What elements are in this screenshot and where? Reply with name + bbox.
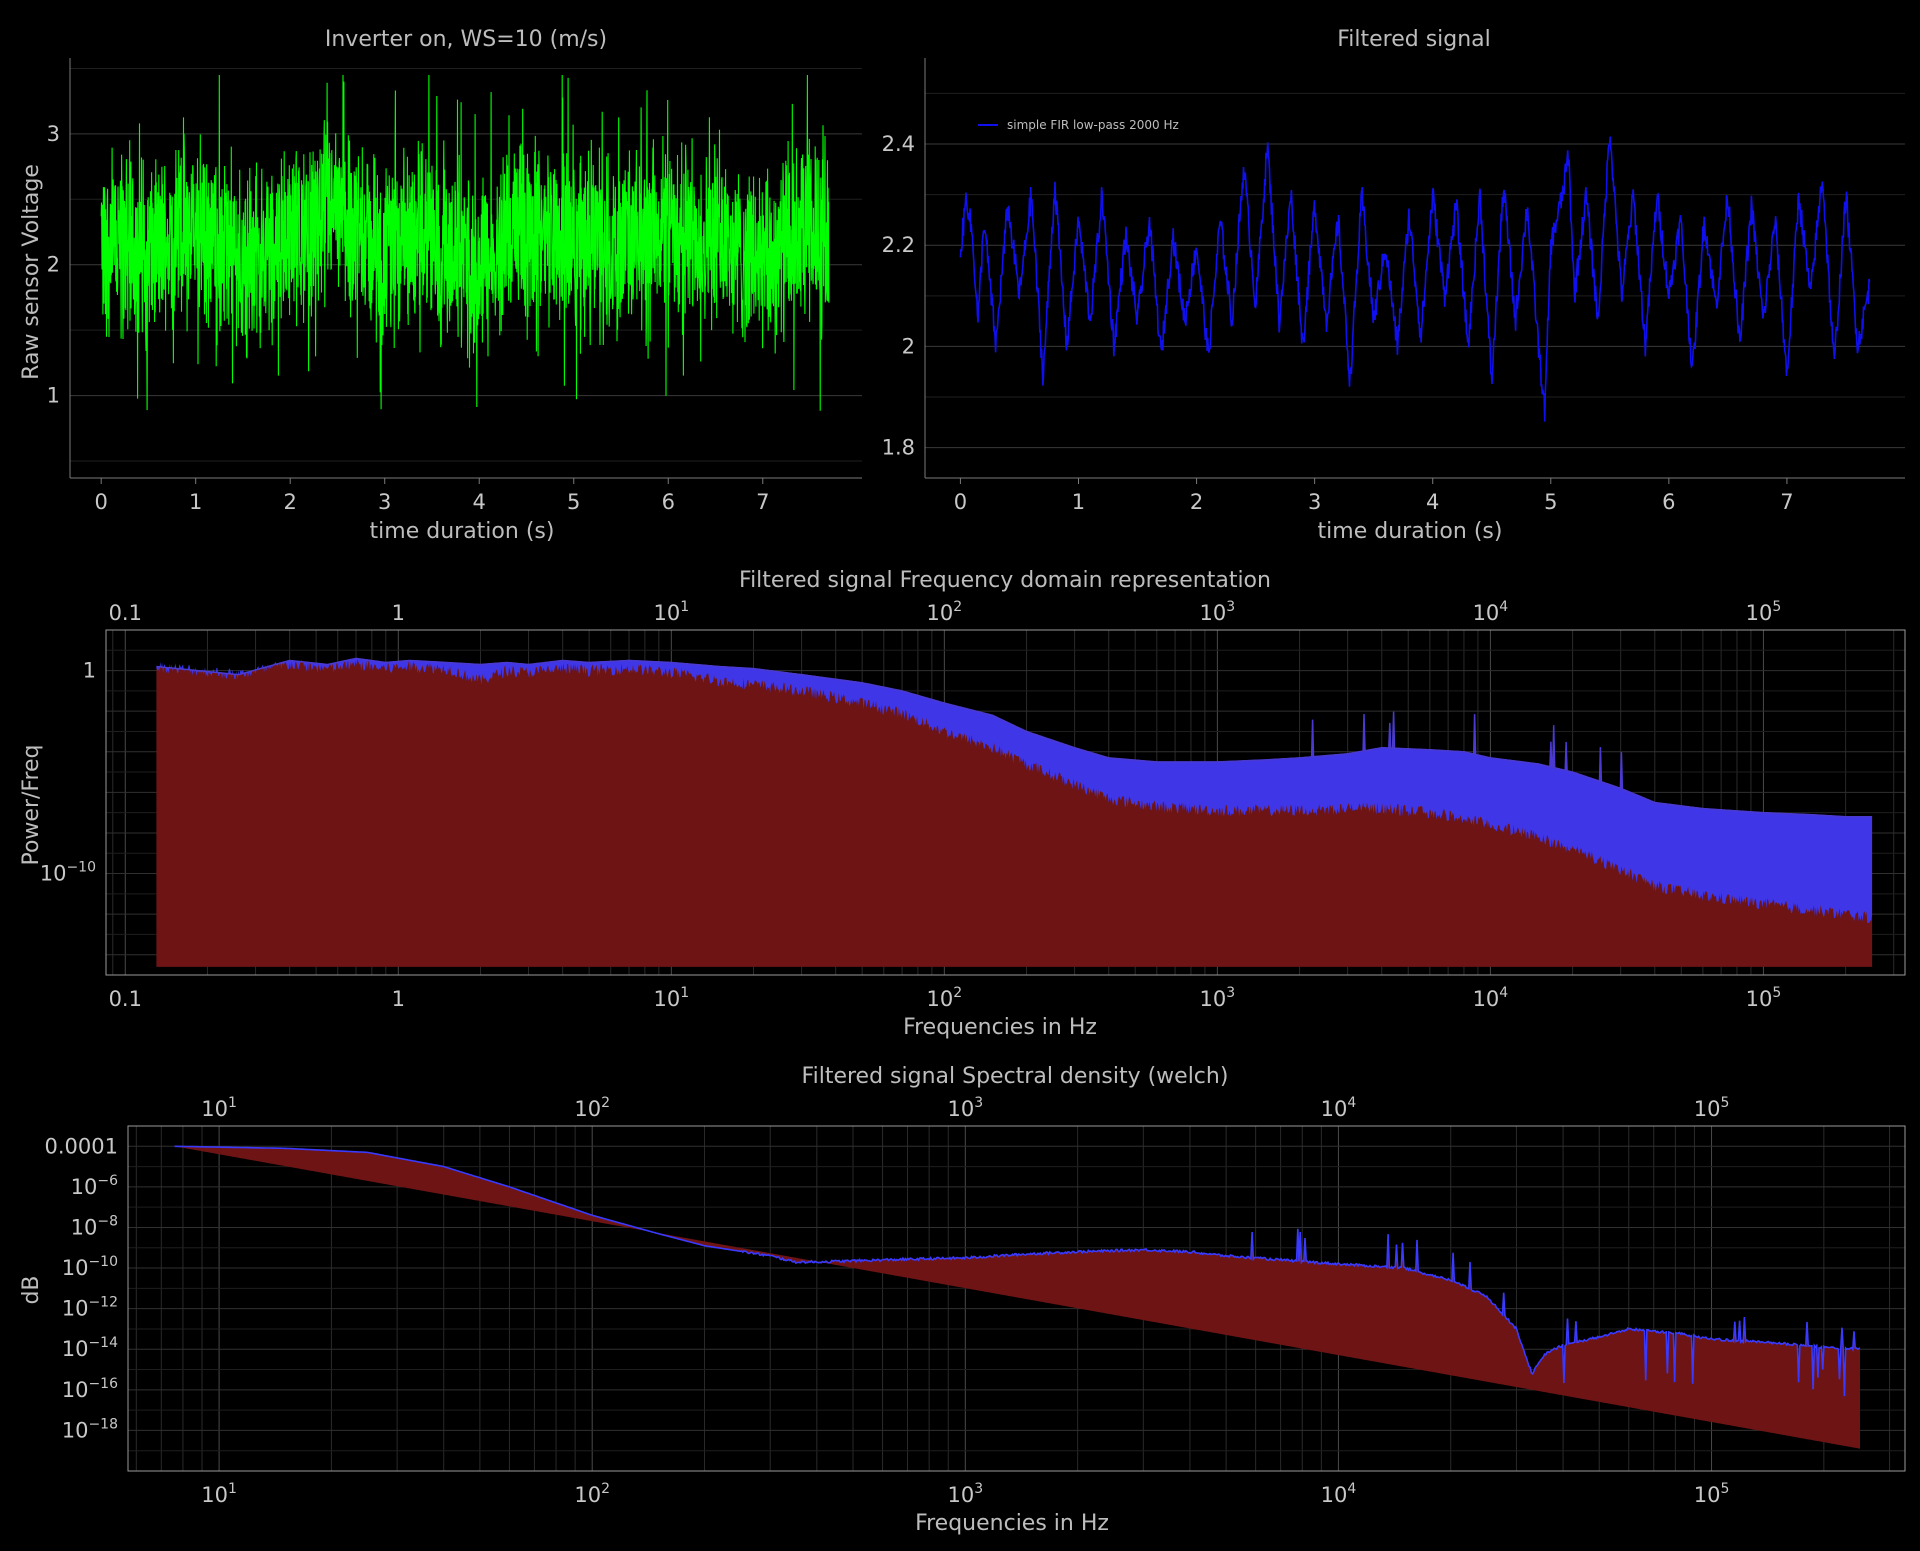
filtered-x-tick-label: 7	[1780, 490, 1793, 514]
welch-y-tick-label: 10−12	[62, 1295, 118, 1321]
raw-x-tick-label: 3	[378, 490, 391, 514]
fft-title: Filtered signal Frequency domain represe…	[739, 568, 1271, 593]
welch-x-tick-label: 101	[201, 1481, 237, 1507]
fft-x-top-tick-label: 101	[653, 599, 689, 625]
filtered-x-tick-label: 3	[1308, 490, 1321, 514]
filtered-legend: simple FIR low-pass 2000 Hz	[978, 118, 1179, 132]
welch-y-tick-label: 10−14	[62, 1335, 118, 1361]
welch-xlabel: Frequencies in Hz	[915, 1511, 1109, 1536]
raw-x-tick-label: 5	[567, 490, 580, 514]
filtered-y-tick-label: 2.2	[882, 233, 915, 257]
fft-frame	[105, 629, 1906, 976]
raw-y-tick-label: 2	[47, 253, 60, 277]
welch-axes: 101 101 102 102 103 103 104 104 105 105 0.0001 10−6…	[45, 1095, 1906, 1507]
welch-x-top-tick-label: 101	[201, 1095, 237, 1121]
welch-y-tick-label: 0.0001	[45, 1134, 118, 1158]
welch-x-top-tick-label: 103	[947, 1095, 983, 1121]
raw-y-tick-label: 1	[47, 384, 60, 408]
fft-xlabel: Frequencies in Hz	[903, 1015, 1097, 1040]
filtered-legend-label: simple FIR low-pass 2000 Hz	[1007, 118, 1179, 132]
welch-x-tick-label: 104	[1321, 1481, 1357, 1507]
raw-ylabel: Raw sensor Voltage	[19, 164, 44, 380]
fft-axes: 0.1 0.1 1 1 101 101 102 102 103 103 104 104 105 105 1 1…	[40, 599, 1906, 1011]
fft-x-top-tick-label: 0.1	[109, 601, 142, 625]
welch-x-tick-label: 102	[574, 1481, 610, 1507]
welch-x-top-tick-label: 102	[574, 1095, 610, 1121]
welch-x-top-tick-label: 105	[1694, 1095, 1730, 1121]
filtered-x-tick-label: 4	[1426, 490, 1439, 514]
raw-x-tick-label: 0	[95, 490, 108, 514]
raw-x-tick-label: 1	[189, 490, 202, 514]
raw-y-tick-label: 3	[47, 122, 60, 146]
filtered-x-tick-label: 5	[1544, 490, 1557, 514]
welch-x-top-tick-label: 104	[1321, 1095, 1357, 1121]
fft-y-tick-label: 1	[83, 659, 96, 683]
raw-xlabel: time duration (s)	[370, 519, 555, 544]
chart-fft: 0.1 0.1 1 1 101 101 102 102 103 103 104 104 105 105 1 1…	[19, 568, 1906, 1040]
fft-x-tick-label: 1	[392, 987, 405, 1011]
fft-x-tick-label: 101	[653, 985, 689, 1011]
filtered-y-tick-label: 2.4	[882, 132, 915, 156]
fft-x-top-tick-label: 104	[1473, 599, 1509, 625]
fft-x-tick-label: 104	[1473, 985, 1509, 1011]
chart-filtered-signal: 0 1 2 3 4 5 6 7 1.8 2 2.2 2.4 Filtered signal time …	[882, 27, 1905, 544]
welch-y-tick-label: 10−6	[71, 1173, 118, 1199]
fft-ylabel: Power/Freq	[19, 744, 44, 865]
fft-x-top-tick-label: 105	[1746, 599, 1782, 625]
fft-x-top-tick-label: 103	[1200, 599, 1236, 625]
filtered-x-tick-label: 2	[1190, 490, 1203, 514]
filtered-x-tick-label: 1	[1072, 490, 1085, 514]
fft-x-tick-label: 0.1	[109, 987, 142, 1011]
fft-envelope-band	[156, 658, 1873, 924]
fft-x-top-tick-label: 102	[927, 599, 963, 625]
welch-x-tick-label: 105	[1694, 1481, 1730, 1507]
fft-area-fill	[156, 658, 1873, 967]
welch-x-tick-label: 103	[947, 1481, 983, 1507]
raw-series-line	[100, 74, 830, 411]
welch-ylabel: dB	[19, 1275, 44, 1304]
welch-frame	[127, 1125, 1906, 1472]
filtered-axes: 0 1 2 3 4 5 6 7 1.8 2 2.2 2.4	[882, 58, 1905, 514]
raw-title: Inverter on, WS=10 (m/s)	[325, 27, 607, 52]
welch-title: Filtered signal Spectral density (welch)	[802, 1064, 1229, 1089]
fft-series-line	[156, 657, 1873, 818]
welch-series-line	[174, 1145, 1861, 1397]
filtered-series-line	[959, 136, 1871, 422]
fft-x-tick-label: 105	[1746, 985, 1782, 1011]
filtered-xlabel: time duration (s)	[1318, 519, 1503, 544]
raw-x-tick-label: 6	[662, 490, 675, 514]
filtered-grid	[925, 92, 1905, 449]
fft-x-tick-label: 102	[927, 985, 963, 1011]
welch-area-fill	[174, 1146, 1861, 1449]
welch-y-tick-label: 10−18	[62, 1416, 118, 1442]
chart-raw-signal: 0 1 2 3 4 5 6 7 1 2 3 Inverter on, WS=10 (m/s) tim…	[19, 27, 862, 544]
filtered-x-tick-label: 6	[1662, 490, 1675, 514]
fft-x-top-tick-label: 1	[392, 601, 405, 625]
filtered-y-tick-label: 2	[902, 334, 915, 358]
welch-y-tick-label: 10−10	[62, 1254, 118, 1280]
welch-y-tick-label: 10−16	[62, 1376, 118, 1402]
fft-y-tick-label: 10−10	[40, 860, 96, 886]
welch-y-tick-label: 10−8	[71, 1213, 118, 1239]
filtered-y-tick-label: 1.8	[882, 436, 915, 460]
fft-x-tick-label: 103	[1200, 985, 1236, 1011]
raw-x-tick-label: 2	[284, 490, 297, 514]
filtered-x-tick-label: 0	[954, 490, 967, 514]
raw-x-tick-label: 7	[756, 490, 769, 514]
filtered-title: Filtered signal	[1337, 27, 1491, 52]
chart-welch: 101 101 102 102 103 103 104 104 105 105 0.0001 10−6…	[19, 1064, 1906, 1536]
raw-x-tick-label: 4	[473, 490, 486, 514]
raw-axes: 0 1 2 3 4 5 6 7 1 2 3	[47, 58, 862, 514]
